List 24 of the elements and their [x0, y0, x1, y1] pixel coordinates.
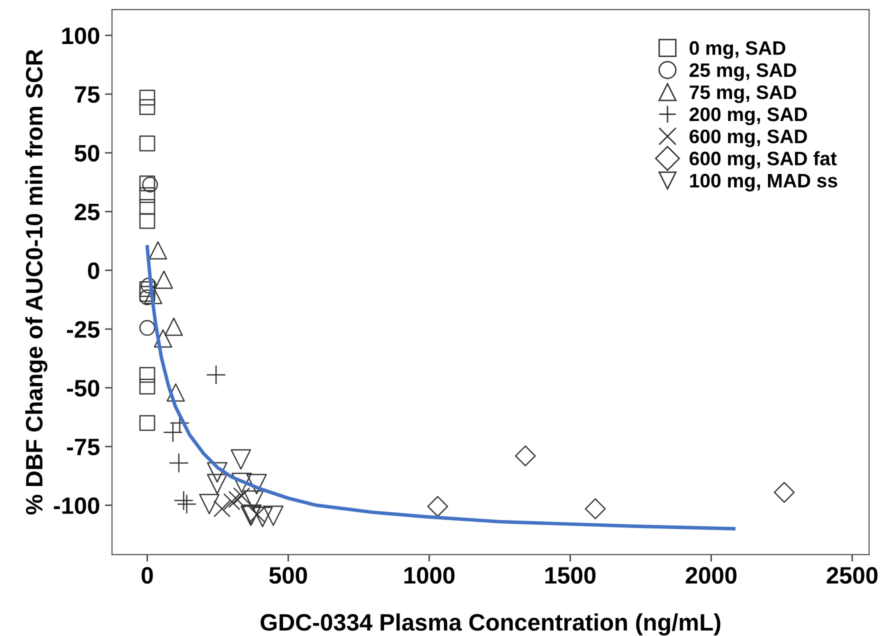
y-tick-label: -100 [54, 497, 100, 514]
legend-label: 200 mg, SAD [690, 107, 807, 126]
y-tick-label: -50 [66, 380, 100, 397]
legend-label: 600 mg, SAD [690, 130, 807, 148]
x-tick-label: 2500 [826, 567, 878, 584]
y-axis-title: % DBF Change of AUC0-10 min from SCR [25, 49, 48, 515]
y-tick-label: -75 [66, 438, 100, 456]
y-tick-label: -25 [66, 321, 100, 338]
y-tick-label: 50 [74, 144, 100, 162]
legend-label: 600 mg, SAD fat [690, 151, 837, 170]
x-tick-label: 1500 [545, 567, 596, 584]
x-tick-label: 1000 [404, 567, 455, 584]
y-tick-label: 75 [74, 86, 100, 103]
legend-label: 75 mg, SAD [690, 85, 796, 104]
x-tick-label: 0 [142, 567, 153, 584]
y-tick-label: 25 [74, 204, 100, 220]
legend-label: 100 mg, MAD ss [690, 174, 838, 192]
y-tick-label: 0 [88, 262, 100, 280]
legend-label: 0 mg, SAD [690, 41, 786, 59]
x-tick-label: 2000 [686, 567, 737, 584]
x-axis-title: GDC-0334 Plasma Concentration (ng/mL) [260, 613, 720, 636]
x-tick-label: 500 [269, 567, 307, 584]
legend-label: 25 mg, SAD [690, 63, 796, 81]
y-tick-label: 100 [62, 27, 100, 44]
